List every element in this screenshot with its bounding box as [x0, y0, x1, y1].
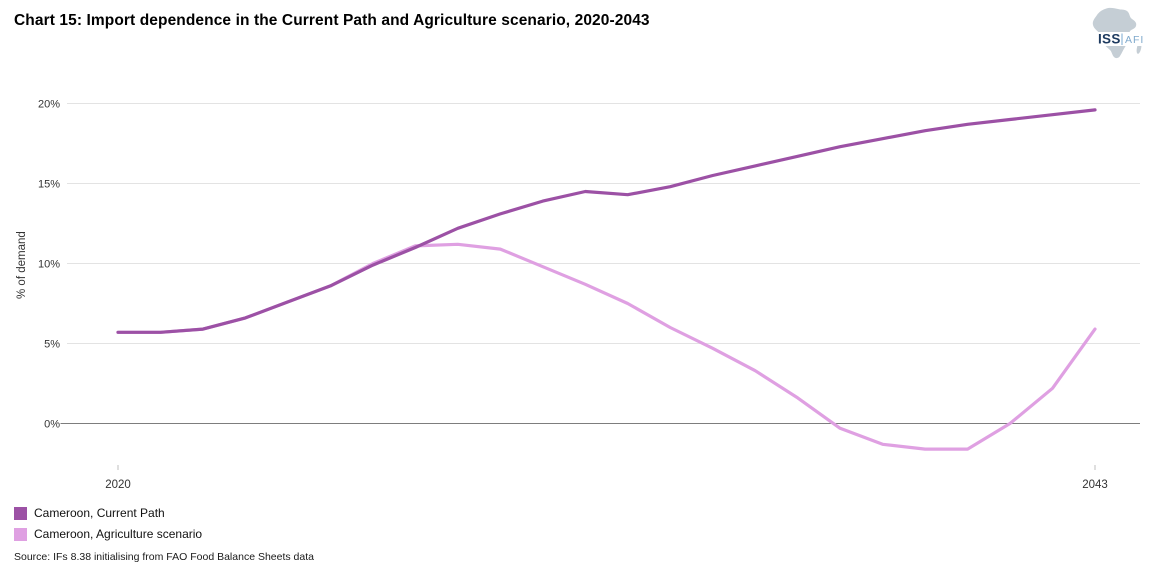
legend-item-agriculture: Cameroon, Agriculture scenario: [14, 527, 202, 541]
logo-program-text: AFI: [1125, 34, 1144, 46]
x-tick-label: 2043: [1082, 479, 1108, 491]
legend-item-current-path: Cameroon, Current Path: [14, 506, 202, 520]
y-tick-label: 10%: [38, 259, 60, 271]
x-tick-label: 2020: [105, 479, 131, 491]
legend-swatch-agriculture: [14, 527, 27, 541]
chart-legend: Cameroon, Current Path Cameroon, Agricul…: [14, 506, 202, 541]
iss-afi-logo: ISS AFI: [1092, 7, 1148, 59]
line-chart-plot: 0% 5% 10% 15% 20% 2020 2043: [38, 99, 1140, 491]
y-tick-label: 5%: [44, 339, 60, 351]
y-tick-label: 20%: [38, 99, 60, 111]
logo-org-text: ISS: [1098, 32, 1121, 47]
series-line-cameroon-agriculture-scenario: [116, 242, 1097, 451]
legend-label-agriculture: Cameroon, Agriculture scenario: [34, 527, 203, 541]
series-line-cameroon-current-path: [116, 108, 1097, 334]
source-note: Source: IFs 8.38 initialising from FAO F…: [14, 551, 314, 563]
legend-label-current-path: Cameroon, Current Path: [34, 506, 165, 520]
y-tick-label: 15%: [38, 179, 60, 191]
legend-swatch-current-path: [14, 506, 27, 520]
y-tick-label: 0%: [44, 419, 60, 431]
chart-title: Chart 15: Import dependence in the Curre…: [14, 12, 650, 29]
